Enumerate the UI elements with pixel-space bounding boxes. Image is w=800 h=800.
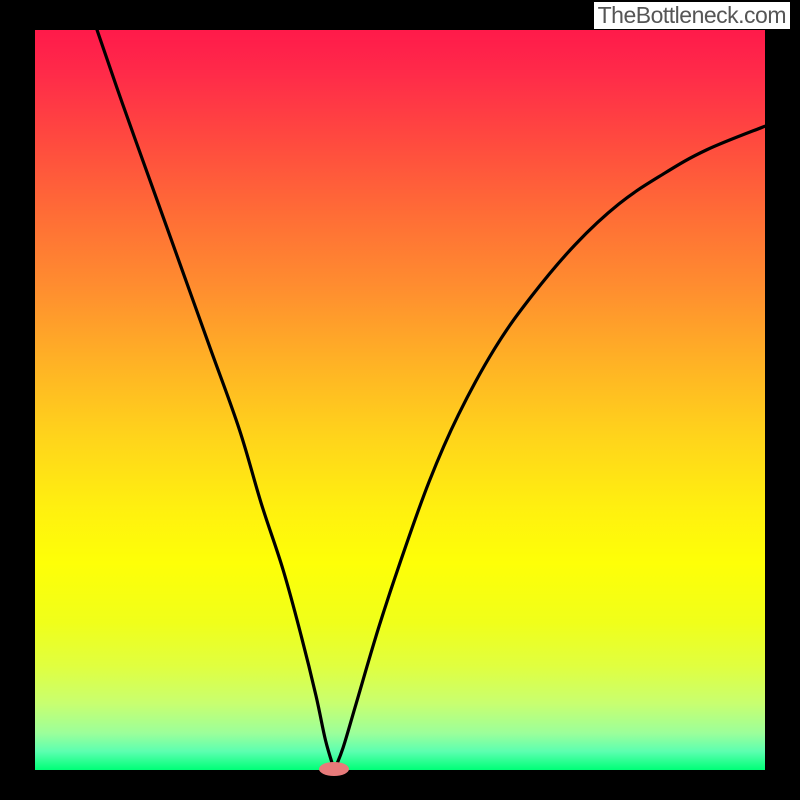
bottleneck-curve	[35, 30, 765, 770]
chart-container: TheBottleneck.com	[0, 0, 800, 800]
watermark-label: TheBottleneck.com	[594, 2, 790, 29]
optimal-point-marker	[319, 762, 349, 776]
